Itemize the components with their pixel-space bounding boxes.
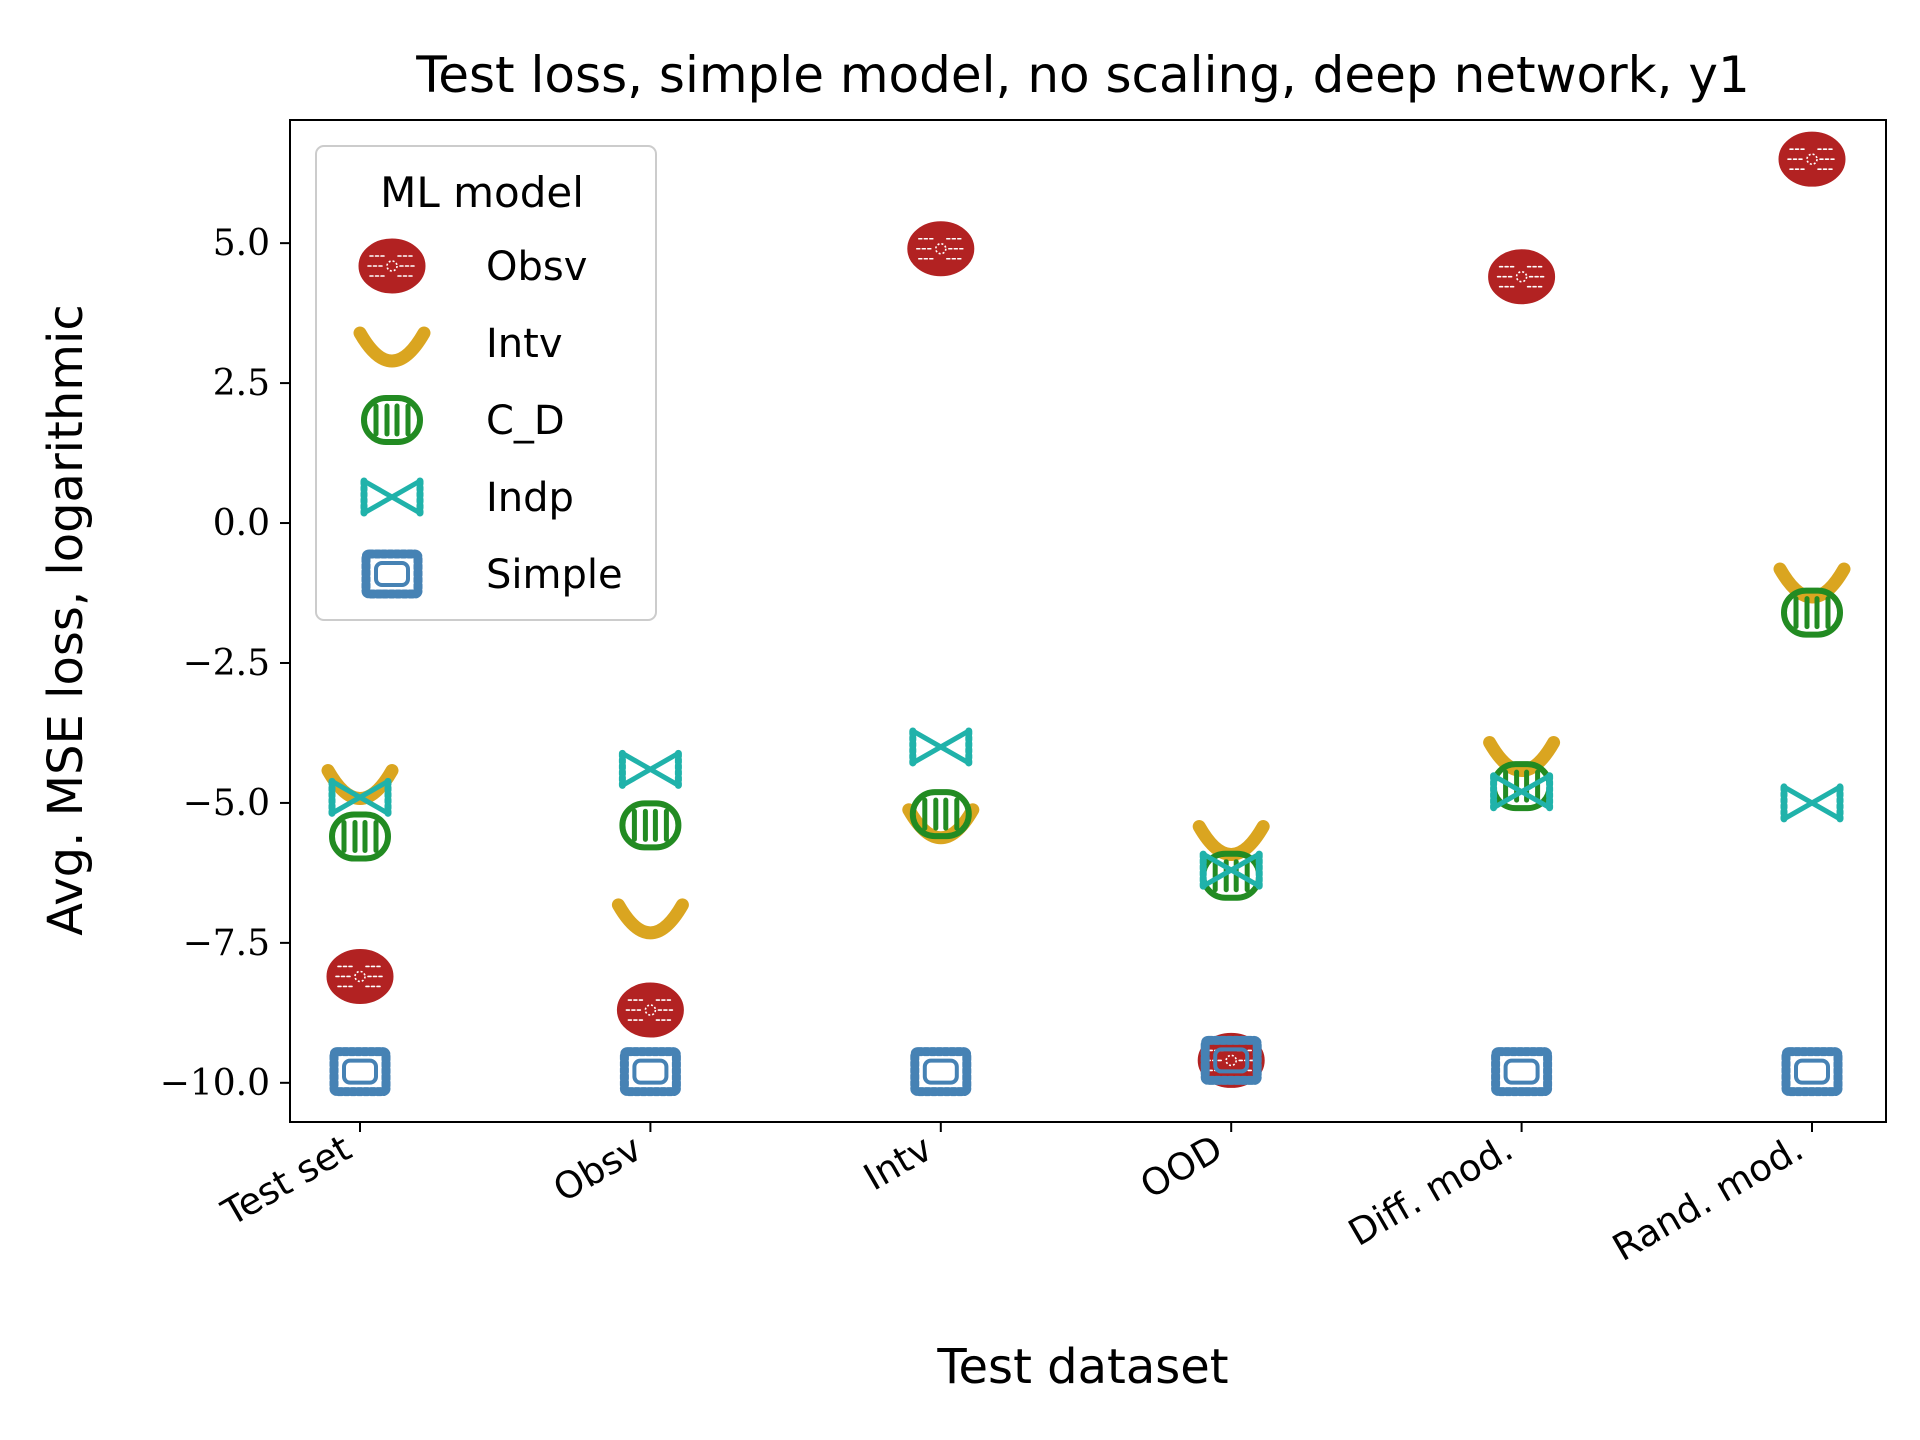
data-point [909, 727, 973, 767]
legend-item: Obsv [358, 238, 587, 294]
series-obsv [326, 131, 1846, 1088]
data-point [326, 948, 394, 1004]
x-axis-label: Test dataset [936, 1339, 1228, 1395]
data-point [1778, 131, 1846, 187]
data-point [1488, 249, 1556, 305]
legend: ML model Obsv Intv C_D Indp Simple [315, 145, 657, 621]
series-intv [321, 562, 1851, 940]
data-point [618, 749, 682, 789]
x-tick-label: OOD [1133, 1127, 1230, 1208]
series-c-d [329, 587, 1843, 901]
legend-label: Simple [486, 552, 623, 598]
pasta-tube-icon [361, 395, 423, 445]
data-point [1491, 1047, 1553, 1097]
chart-title: Test loss, simple model, no scaling, dee… [415, 46, 1750, 104]
data-point [619, 1047, 681, 1097]
data-point [1199, 850, 1263, 890]
legend-box [315, 145, 657, 621]
y-tick-label: −7.5 [183, 923, 270, 964]
series-simple [329, 1035, 1843, 1097]
legend-item: Indp [360, 475, 574, 521]
x-tick-label: Intv [857, 1127, 940, 1200]
y-axis-label: Avg. MSE loss, logarithmic [38, 304, 94, 936]
legend-label: Obsv [486, 244, 587, 290]
legend-label: C_D [486, 398, 565, 444]
data-point [1781, 587, 1843, 638]
x-tick-label: Obsv [546, 1127, 649, 1211]
data-point [611, 898, 689, 940]
plot-frame [289, 119, 1887, 1123]
y-tick-label: −2.5 [183, 643, 270, 684]
pasta-round-icon [358, 238, 426, 294]
y-tick-label: 0.0 [213, 503, 270, 544]
pasta-shell-icon [353, 326, 431, 368]
x-tick-label: Diff. mod. [1341, 1127, 1520, 1255]
legend-item: C_D [361, 395, 565, 445]
data-point [329, 1047, 391, 1097]
y-tick-label: −10.0 [160, 1063, 270, 1104]
data-point [907, 221, 975, 277]
pasta-ravioli-icon [361, 549, 423, 599]
pasta-bowtie-icon [360, 477, 424, 517]
plot-area [289, 119, 1887, 1123]
legend-label: Indp [486, 475, 574, 521]
data-point [619, 800, 682, 851]
x-axis: Test set Obsv Intv OOD Diff. mod. Rand. mod. [214, 1122, 1813, 1270]
series-indp [328, 727, 1844, 890]
legend-label: Intv [486, 321, 563, 367]
data-point [1200, 1035, 1262, 1085]
legend-item: Simple [361, 549, 623, 599]
data-point [909, 789, 972, 840]
x-tick-label: Test set [214, 1127, 359, 1235]
data-point [910, 1047, 972, 1097]
data-point [1490, 772, 1554, 812]
y-tick-label: 2.5 [213, 363, 270, 404]
data-point [1780, 783, 1844, 823]
data-point [329, 811, 391, 862]
y-axis: 5.0 2.5 0.0 −2.5 −5.0 −7.5 −10.0 [160, 223, 290, 1104]
y-tick-label: 5.0 [213, 223, 270, 264]
legend-title: ML model [380, 168, 584, 217]
legend-item: Intv [353, 321, 563, 368]
x-tick-label: Rand. mod. [1605, 1127, 1810, 1270]
data-point [1781, 1047, 1843, 1097]
data-point [328, 777, 392, 817]
y-tick-label: −5.0 [183, 783, 270, 824]
data-point [1192, 820, 1270, 861]
markers [321, 131, 1851, 1097]
data-point [616, 982, 684, 1038]
